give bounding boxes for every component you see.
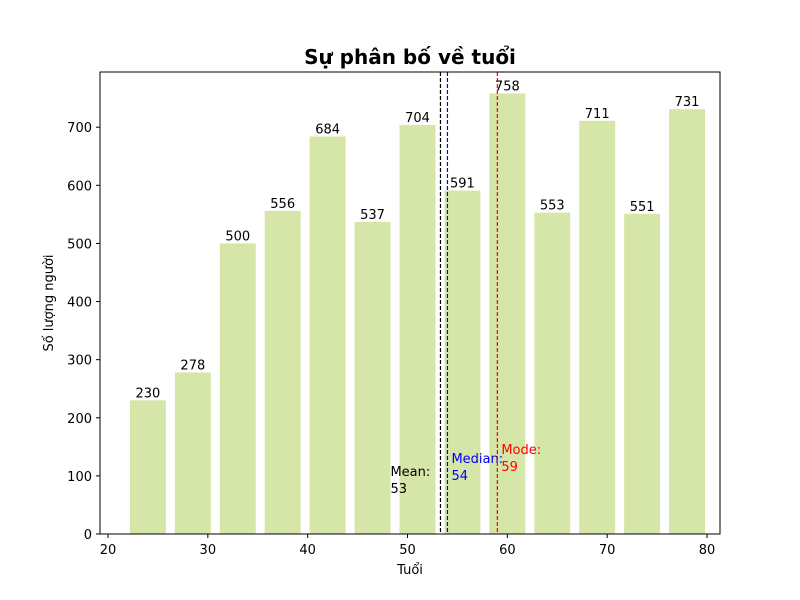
bar	[624, 213, 661, 535]
y-tick-label: 400	[67, 296, 92, 311]
x-tick-label: 70	[599, 543, 616, 558]
median-value: 54	[451, 469, 468, 484]
bar	[309, 136, 346, 534]
bar	[444, 190, 481, 534]
y-tick-label: 200	[67, 412, 92, 427]
x-tick-label: 20	[100, 543, 117, 558]
y-tick-label: 500	[67, 237, 92, 252]
bar	[399, 124, 436, 534]
chart-title: Sự phân bố về tuổi	[304, 45, 516, 69]
bar-labels-group: 230 278 500 556 684 537 704 591 758 553 711 551 731	[136, 80, 700, 402]
bar-value-label: 684	[315, 123, 340, 138]
stat-lines-group: Mean: 53 Median: 54 Mode: 59	[390, 72, 541, 534]
bar-value-label: 731	[675, 95, 700, 110]
bar-value-label: 711	[585, 107, 610, 122]
y-tick-label: 0	[84, 528, 92, 543]
bar	[354, 221, 391, 534]
x-tick-label: 30	[200, 543, 217, 558]
y-axis-label: Số lượng người	[42, 254, 57, 351]
bar-value-label: 704	[405, 111, 430, 126]
bar-value-label: 553	[540, 199, 565, 214]
bar-value-label: 500	[225, 229, 250, 244]
bar-value-label: 591	[450, 177, 475, 192]
bar	[264, 210, 301, 534]
x-axis-label: Tuổi	[396, 563, 423, 578]
bar	[579, 120, 616, 534]
y-tick-label: 600	[67, 179, 92, 194]
x-tick-label: 80	[699, 543, 716, 558]
bars-group	[129, 93, 706, 535]
y-tick-label: 700	[67, 121, 92, 136]
y-axis-ticks: 0 100 200 300 400 500 600 700	[67, 121, 100, 543]
bar-value-label: 537	[360, 208, 385, 223]
x-tick-label: 40	[299, 543, 316, 558]
bar	[669, 109, 706, 535]
bar	[174, 372, 211, 534]
bar	[489, 93, 526, 534]
mode-label: Mode:	[501, 443, 541, 458]
y-tick-label: 100	[67, 470, 92, 485]
plot-frame	[99, 71, 721, 535]
x-tick-label: 60	[499, 543, 516, 558]
mean-label: Mean:	[390, 465, 430, 480]
y-tick-label: 300	[67, 354, 92, 369]
bar	[219, 243, 256, 534]
bar-value-label: 556	[270, 197, 295, 212]
median-label: Median:	[451, 452, 503, 467]
bar-value-label: 278	[180, 358, 205, 373]
x-tick-label: 50	[399, 543, 416, 558]
bar-value-label: 230	[136, 386, 161, 401]
bar-value-label: 551	[630, 200, 655, 215]
bar	[534, 212, 571, 534]
bar-value-label: 758	[495, 80, 520, 95]
x-axis-ticks: 20 30 40 50 60 70 80	[100, 534, 716, 558]
mode-value: 59	[501, 460, 518, 475]
bar	[129, 400, 166, 534]
mean-value: 53	[390, 482, 407, 497]
